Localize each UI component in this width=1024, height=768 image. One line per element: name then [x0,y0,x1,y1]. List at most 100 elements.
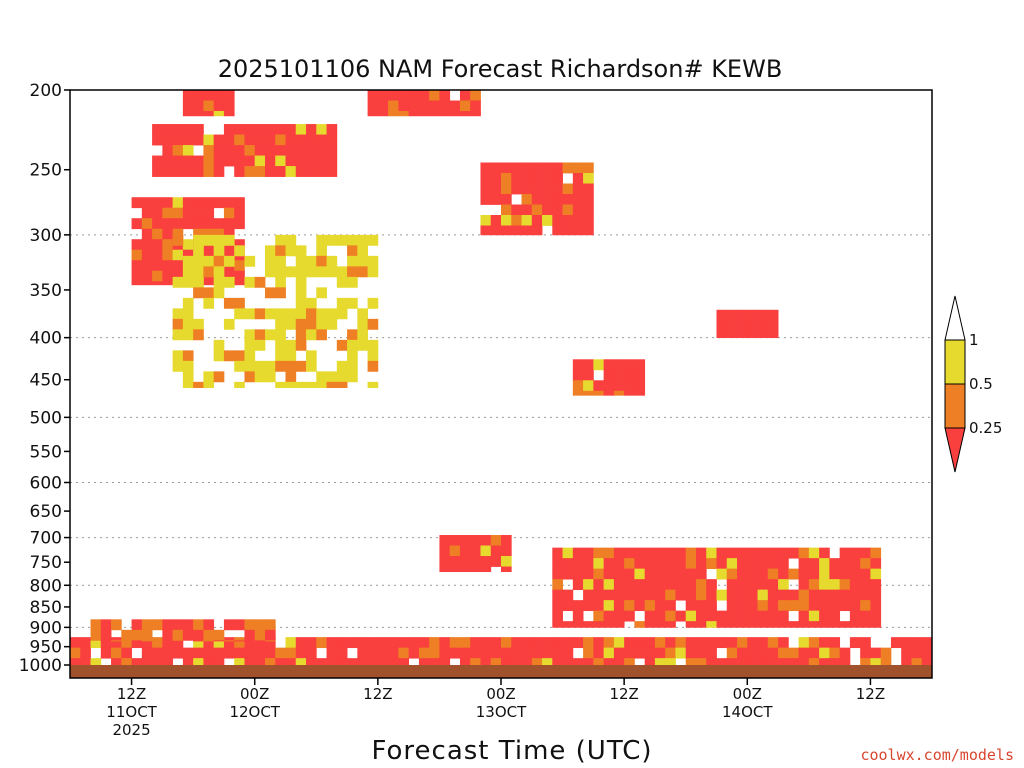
ri-cell-11 [275,350,286,362]
ri-cell-8 [747,589,758,601]
ri-cell-2 [234,155,245,167]
ri-cell-9 [295,658,307,666]
ri-cell-0 [193,111,204,117]
ri-cell-1 [367,111,379,117]
ri-cell-7 [470,545,481,557]
ri-cell-10 [213,640,225,642]
ri-cell-9 [141,637,153,649]
ri-cell-10 [203,640,215,642]
ri-cell-11 [347,360,358,372]
ri-cell-3 [203,228,215,240]
ri-cell-7 [480,535,492,546]
ri-cell-9 [470,647,481,659]
ri-cell-8 [829,568,841,580]
ri-cell-11 [347,329,358,341]
x-tick-label: 00Z [733,685,762,703]
ri-cell-9 [480,637,492,649]
ri-cell-6 [624,380,635,392]
ri-cell-11 [367,360,379,372]
ri-cell-10 [182,629,194,641]
ri-cell-8 [572,547,584,559]
ri-cell-11 [244,276,256,288]
ri-cell-10 [172,619,184,631]
ri-cell-8 [552,589,563,601]
ri-cell-9 [685,637,697,649]
ri-cell-11 [357,329,368,341]
ri-cell-4 [511,215,522,226]
ri-cell-2 [326,134,338,146]
ri-cell-9 [121,658,132,666]
ri-cell-8 [798,558,810,570]
ri-cell-1 [388,111,399,117]
ri-cell-3 [182,239,194,251]
ri-cell-9 [162,658,174,666]
ri-cell-4 [521,162,533,174]
ri-cell-11 [264,308,276,320]
ri-cell-9 [572,637,584,649]
ri-cell-9 [80,647,91,659]
ri-cell-9 [778,658,789,666]
ri-cell-4 [521,204,533,216]
ri-cell-11 [244,350,256,362]
ri-cell-9 [223,637,235,649]
ri-cell-9 [901,637,912,649]
ri-cell-9 [398,647,410,659]
ri-cell-9 [552,637,563,649]
ri-cell-3 [141,207,153,219]
ri-cell-8 [624,589,635,601]
ri-cell-9 [757,658,769,666]
ri-cell-10 [90,629,102,641]
ri-cell-4 [521,173,533,184]
ri-cell-4 [552,183,563,195]
ri-cell-11 [275,329,286,341]
ri-cell-9 [234,637,245,649]
ri-cell-3 [172,207,184,219]
ri-cell-3 [203,281,215,286]
ri-cell-3 [223,270,235,282]
ri-cell-11 [306,255,317,267]
ri-cell-2 [234,166,245,177]
ri-cell-2 [182,124,194,135]
ri-cell-8 [808,579,820,591]
ri-cell-11 [275,255,286,267]
ri-cell-9 [531,637,543,649]
ri-cell-3 [131,270,143,282]
ri-cell-8 [737,589,748,601]
ri-cell-2 [213,166,225,177]
ri-cell-2 [295,124,307,135]
ri-cell-9 [347,637,358,649]
ri-cell-9 [798,637,810,649]
ri-cell-8 [706,621,717,628]
ri-cell-8 [716,547,728,559]
ri-cell-9 [839,658,851,666]
ri-cell-3 [141,228,153,240]
ri-cell-3 [131,197,143,209]
ri-cell-9 [408,637,420,649]
ri-cell-9 [613,647,625,659]
ri-cell-4 [501,162,512,174]
ri-cell-0 [203,100,215,112]
ri-cell-6 [593,380,605,392]
ri-cell-8 [849,610,861,622]
ri-cell-6 [634,359,646,371]
ri-cell-9 [80,658,91,666]
ri-cell-11 [357,339,368,351]
ri-cell-5 [747,330,758,339]
ri-cell-8 [572,558,584,570]
ri-cell-10 [131,619,143,631]
ri-cell-8 [808,589,820,601]
ri-cell-9 [367,658,379,666]
ri-cell-3 [141,270,153,282]
ri-cell-9 [367,647,379,659]
ri-cell-11 [367,255,379,267]
ri-cell-11 [295,339,307,351]
ri-cell-8 [613,579,625,591]
ri-cell-11 [203,297,215,309]
ri-cell-8 [716,568,728,580]
ri-cell-8 [593,558,605,570]
ri-cell-9 [254,637,266,649]
ri-cell-4 [542,204,553,216]
ri-cell-5 [737,309,748,321]
ri-cell-9 [398,658,410,666]
ri-cell-8 [634,589,646,601]
